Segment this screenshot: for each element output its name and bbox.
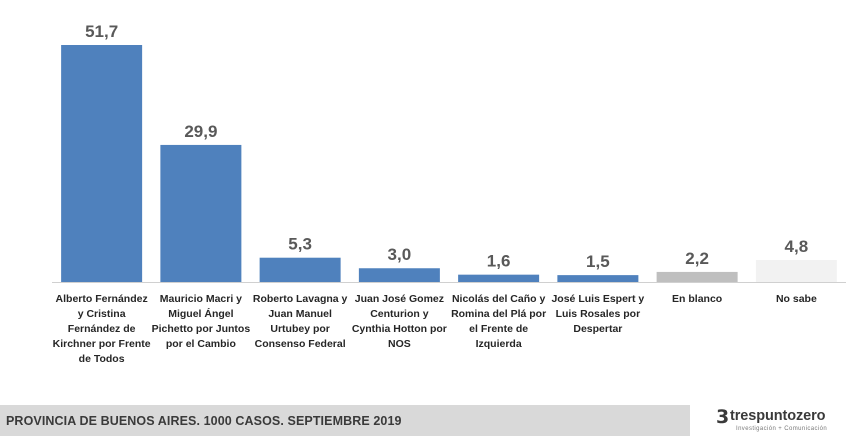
category-label-line: No sabe — [776, 293, 817, 305]
bar-value-label: 51,7 — [85, 22, 118, 41]
category-label-line: Urtubey por — [270, 323, 330, 335]
bar — [61, 45, 143, 282]
category-label-line: Pichetto por Juntos — [152, 323, 251, 335]
category-label-line: Juan José Gomez — [355, 293, 444, 305]
footer-caption: PROVINCIA DE BUENOS AIRES. 1000 CASOS. S… — [6, 413, 402, 428]
bar-value-label: 5,3 — [288, 235, 312, 254]
category-label-line: Juan Manuel — [268, 308, 332, 320]
bar-value-label: 4,8 — [785, 237, 809, 256]
category-label: Nicolás del Caño y Romina del Plá por el F… — [451, 293, 546, 350]
category-label-line: Alberto Fernández — [56, 293, 148, 305]
brand-name: trespuntozero — [730, 408, 826, 424]
category-label-line: Roberto Lavagna y — [253, 293, 348, 305]
category-label-line: José Luis Espert y — [551, 293, 644, 305]
bar-chart: 51,7 29,9 5,3 3,0 1,6 1,5 2,2 4,8 Alberto Ferná… — [52, 22, 846, 365]
bar — [358, 268, 440, 282]
category-label: José Luis Espert y Luis Rosales por Desper… — [551, 293, 644, 335]
category-label-line: Nicolás del Caño y — [452, 293, 546, 305]
bar — [259, 257, 341, 282]
category-label-line: En blanco — [672, 293, 722, 305]
footer-caption-bar: PROVINCIA DE BUENOS AIRES. 1000 CASOS. S… — [0, 405, 690, 436]
brand-mark-icon: 3 — [716, 406, 730, 428]
bar — [160, 144, 242, 282]
bar — [458, 274, 540, 282]
category-label-line: el Frente de — [469, 323, 528, 335]
bar — [755, 259, 837, 282]
bar-value-label: 1,6 — [487, 252, 511, 271]
category-label: Juan José Gomez Centurion y Cynthia Hotton… — [352, 293, 447, 350]
category-label-line: Izquierda — [476, 338, 522, 350]
category-label-line: Despertar — [573, 323, 622, 335]
category-label: Alberto Fernández y Cristina Fernández de K… — [53, 293, 151, 365]
bars-group — [61, 45, 837, 282]
category-label-line: Cynthia Hotton por — [352, 323, 447, 335]
category-label-line: NOS — [388, 338, 411, 350]
bar — [656, 271, 738, 282]
category-label: Roberto Lavagna y Juan Manuel Urtubey por C… — [253, 293, 348, 350]
category-labels-group: Alberto Fernández y Cristina Fernández de K… — [53, 293, 817, 365]
bar-value-label: 29,9 — [184, 122, 217, 141]
category-label-line: y Cristina — [78, 308, 126, 320]
brand-tagline: Investigación + Comunicación — [736, 426, 828, 432]
category-label: En blanco — [672, 293, 722, 305]
category-label-line: Kirchner por Frente — [53, 338, 151, 350]
category-label-line: por el Cambio — [166, 338, 236, 350]
category-label-line: Centurion y — [370, 308, 428, 320]
category-label: Mauricio Macri y Miguel Ángel Pichetto por… — [152, 293, 251, 350]
category-label-line: Consenso Federal — [255, 338, 346, 350]
bar-value-label: 1,5 — [586, 252, 610, 271]
bar-value-label: 2,2 — [685, 249, 709, 268]
category-label-line: Luis Rosales por — [556, 308, 641, 320]
category-label-line: Fernández de — [68, 323, 136, 335]
category-label-line: Miguel Ángel — [168, 307, 233, 320]
bar-value-label: 3,0 — [388, 245, 412, 264]
category-label-line: Romina del Plá por — [451, 308, 546, 320]
brand-logo: 3 trespuntozero Investigación + Comunica… — [712, 405, 852, 433]
category-label: No sabe — [776, 293, 817, 305]
value-labels-group: 51,7 29,9 5,3 3,0 1,6 1,5 2,2 4,8 — [85, 22, 808, 271]
category-label-line: Mauricio Macri y — [160, 293, 242, 305]
category-label-line: de Todos — [79, 353, 125, 365]
bar — [557, 275, 639, 282]
